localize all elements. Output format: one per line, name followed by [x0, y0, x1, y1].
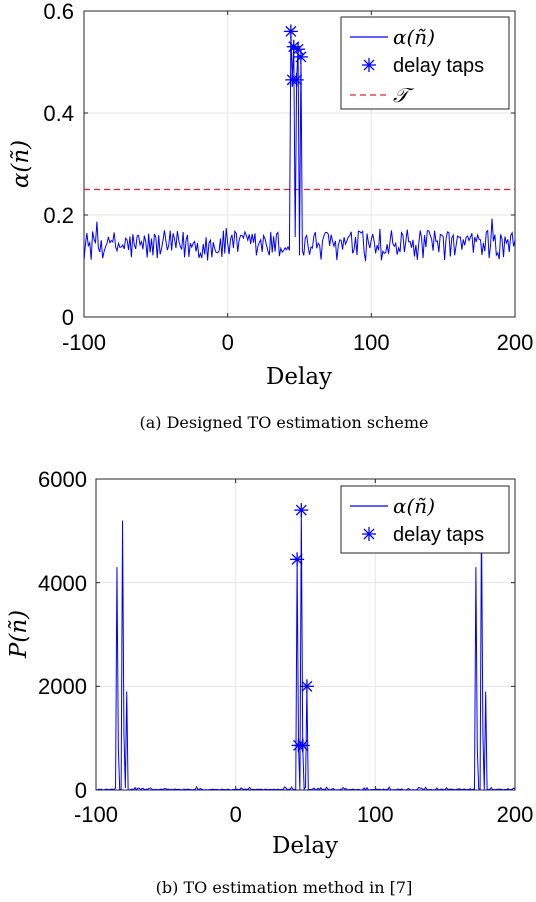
chart-a-caption: (a) Designed TO estimation scheme: [139, 413, 428, 432]
chart-b-x-axis-label: Delay: [272, 833, 338, 859]
chart-a-legend-label-taps: delay taps: [393, 55, 484, 77]
chart-a-y-tick-label: 0.6: [43, 0, 74, 24]
chart-a-legend-marker-swatch: [362, 58, 376, 72]
chart-b-y-tick-label: 0: [75, 778, 87, 803]
chart-b-series-line: [95, 510, 516, 791]
chart-a-x-axis-label: Delay: [266, 364, 332, 390]
chart-a-x-tick-label: -100: [62, 330, 106, 355]
chart-a-delay-tap-marker: [293, 49, 308, 64]
chart-b-delay-tap-marker: [299, 679, 314, 694]
chart-a-x-tick-label: 100: [353, 330, 390, 355]
chart-b-plot-area: [95, 478, 516, 791]
chart-b-legend-box: [340, 485, 510, 554]
chart-a-plot-area: [83, 10, 516, 318]
chart-b-legend: α(ñ) delay taps: [340, 485, 510, 554]
chart-b-x-tick-label: 200: [497, 802, 534, 827]
chart-b-legend-label-taps: delay taps: [393, 524, 484, 546]
chart-a-series-line: [83, 31, 516, 261]
chart-a-y-tick-label: 0: [62, 305, 74, 330]
chart-a-delay-tap-marker: [283, 24, 298, 39]
chart-a-x-tick-label: 0: [222, 330, 234, 355]
chart-a-series: [83, 31, 516, 261]
chart-b-legend-label-line: α(ñ): [393, 494, 435, 518]
chart-b-legend-marker-swatch: [362, 527, 376, 541]
chart-b-x-tick-label: 0: [230, 802, 242, 827]
chart-a-x-tick-label: 200: [497, 330, 534, 355]
chart-a-y-tick-label: 0.4: [43, 101, 74, 126]
chart-b-delay-tap-marker: [295, 738, 310, 753]
chart-b-x-tick-label: 100: [357, 802, 394, 827]
chart-a-ticks: [83, 10, 516, 318]
chart-a: -100 0 100 200 0 0.2 0.4 0.6 Delay α(ñ) …: [8, 0, 533, 432]
chart-b-delay-tap-marker: [290, 552, 305, 567]
chart-a-markers: [283, 24, 308, 87]
chart-a-y-tick-label: 0.2: [43, 203, 74, 228]
chart-a-legend-star: [362, 58, 376, 72]
chart-b-delay-tap-marker: [294, 503, 309, 518]
chart-b-x-tick-label: -100: [74, 802, 118, 827]
chart-b-y-axis-label: P(ñ): [6, 610, 32, 659]
chart-b: -100 0 100 200 0 2000 4000 6000 Delay P(…: [6, 467, 533, 897]
chart-b-caption: (b) TO estimation method in [7]: [156, 878, 413, 897]
chart-b-y-tick-label: 4000: [38, 571, 87, 596]
chart-b-series: [95, 510, 516, 791]
chart-b-y-tick-label: 2000: [38, 674, 87, 699]
chart-a-delay-tap-marker: [289, 72, 304, 87]
chart-a-y-axis-label: α(ñ): [8, 140, 34, 188]
chart-b-markers: [290, 503, 314, 753]
chart-b-y-tick-label: 6000: [38, 467, 87, 492]
chart-a-legend-label-line: α(ñ): [393, 25, 435, 49]
chart-b-ticks: [95, 478, 516, 791]
chart-a-legend: α(ñ) delay taps 𝒯: [340, 16, 510, 110]
chart-b-legend-star: [362, 527, 376, 541]
